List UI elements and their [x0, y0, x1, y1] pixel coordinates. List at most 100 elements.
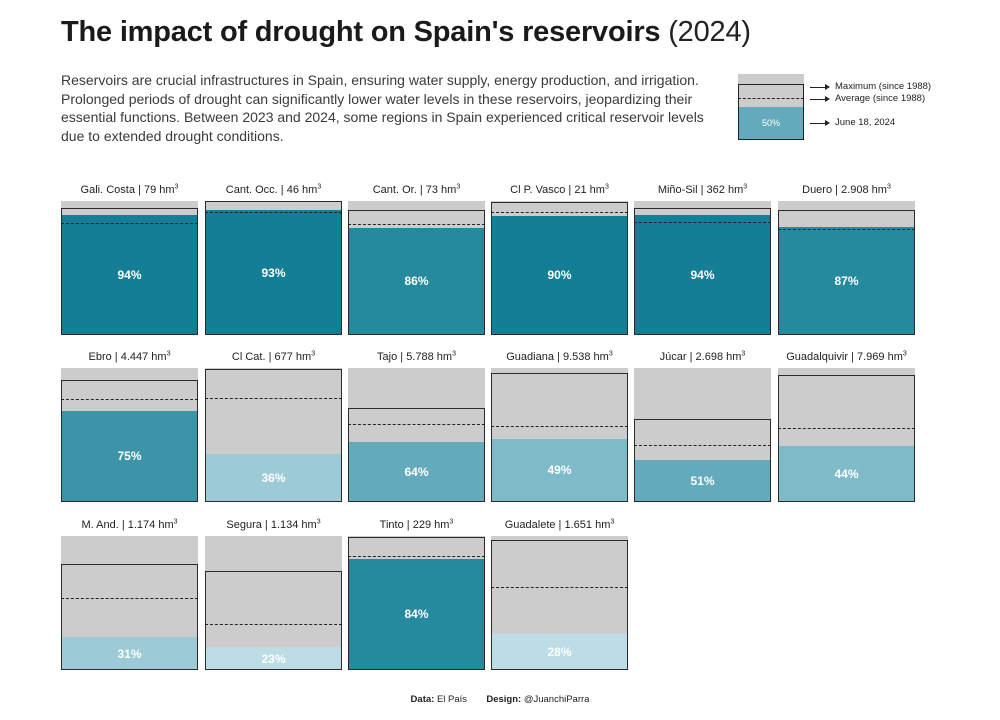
bar-background: 64% [348, 368, 485, 502]
average-line [205, 212, 342, 214]
unit-superscript: 3 [166, 350, 171, 358]
bar-background: 51% [634, 368, 771, 502]
panel-label: M. And. | 1.174 hm3 [81, 518, 178, 531]
legend-sample-average [738, 98, 804, 99]
capacity-outline [205, 570, 342, 670]
basin-capacity: 4.447 [120, 351, 149, 363]
reservoir-panel: Tinto | 229 hm3 84% [348, 518, 485, 670]
basin-name: Cl P. Vasco [510, 184, 566, 196]
percent-label: 86% [404, 274, 429, 289]
basin-capacity: 229 [412, 519, 432, 531]
current-level-bar [491, 438, 628, 502]
unit-superscript: 3 [886, 183, 891, 191]
capacity-outline [348, 408, 485, 502]
unit-superscript: 3 [311, 350, 316, 358]
basin-capacity: 7.969 [856, 351, 885, 363]
unit-superscript: 3 [316, 518, 321, 526]
average-line [348, 556, 485, 558]
reservoir-panel: Cant. Or. | 73 hm3 86% [348, 183, 485, 335]
current-level-bar [348, 441, 485, 502]
percent-label: 23% [261, 651, 286, 666]
basin-name: Ebro [88, 351, 112, 363]
percent-label: 94% [690, 268, 715, 283]
basin-name: Miño-Sil [657, 184, 698, 196]
bar-background: 90% [491, 201, 628, 335]
percent-label: 31% [117, 646, 142, 661]
average-line [491, 587, 628, 589]
panel-label: Cant. Or. | 73 hm3 [372, 183, 461, 196]
bar-background: 94% [634, 201, 771, 335]
reservoir-panel: Segura | 1.134 hm3 23% [205, 518, 342, 670]
basin-name: Cant. Or. [372, 184, 417, 196]
bar-background: 87% [778, 201, 915, 335]
percent-label: 64% [404, 464, 429, 479]
panel-label: Tinto | 229 hm3 [379, 518, 454, 531]
capacity-outline [205, 201, 342, 335]
panel-label: Tajo | 5.788 hm3 [377, 350, 456, 363]
unit-superscript: 3 [743, 183, 748, 191]
panel-label: Ebro | 4.447 hm3 [88, 350, 171, 363]
footer: Data: El País Design: @JuanchiParra [0, 694, 1000, 705]
reservoir-panel: Cl Cat. | 677 hm3 36% [205, 350, 342, 502]
title-main: The impact of drought on Spain's reservo… [61, 16, 661, 48]
bar-background: 23% [205, 536, 342, 670]
average-line [61, 223, 198, 225]
data-source: El País [436, 694, 468, 705]
average-line [778, 229, 915, 231]
reservoir-panel: Guadalete | 1.651 hm3 28% [491, 518, 628, 670]
percent-label: 93% [261, 265, 286, 280]
unit-superscript: 3 [610, 518, 615, 526]
current-level-bar [61, 637, 198, 670]
percent-label: 90% [547, 268, 572, 283]
basin-name: Segura [226, 519, 262, 531]
basin-capacity: 5.788 [406, 351, 434, 363]
average-line [348, 424, 485, 426]
arrow-right-icon [810, 96, 830, 102]
panel-label: Duero | 2.908 hm3 [802, 183, 891, 196]
legend-sample-pct: 50% [761, 118, 780, 128]
basin-name: Guadalquivir [786, 351, 848, 363]
chart-title: The impact of drought on Spain's reservo… [61, 12, 751, 52]
average-line [491, 211, 628, 213]
bar-background: 94% [61, 201, 198, 335]
bar-background: 28% [491, 536, 628, 670]
average-line [205, 624, 342, 626]
bar-background: 49% [491, 368, 628, 502]
current-level-bar [348, 558, 485, 670]
panel-label: Gali. Costa | 79 hm3 [80, 183, 179, 196]
basin-capacity: 1.174 [127, 519, 156, 531]
basin-capacity: 677 [274, 351, 293, 363]
average-line [61, 398, 198, 400]
panel-label: Cl Cat. | 677 hm3 [231, 350, 316, 363]
basin-capacity: 9.538 [562, 351, 591, 363]
capacity-outline [61, 564, 198, 670]
basin-name: Júcar [659, 351, 687, 363]
reservoir-panel: Guadalquivir | 7.969 hm3 44% [778, 350, 915, 502]
basin-name: Cant. Occ. [225, 184, 278, 196]
unit-superscript: 3 [608, 350, 613, 358]
capacity-outline [778, 374, 915, 502]
basin-capacity: 79 [143, 184, 157, 196]
unit-superscript: 3 [741, 350, 746, 358]
current-level-bar [778, 446, 915, 502]
percent-label: 87% [834, 273, 859, 288]
unit-superscript: 3 [902, 350, 907, 358]
basin-name: Duero [802, 184, 833, 196]
legend-sample: 50% [738, 74, 804, 140]
current-level-bar [491, 215, 628, 335]
capacity-outline [491, 202, 628, 335]
capacity-outline [634, 207, 771, 335]
basin-name: Tajo [377, 351, 398, 363]
reservoir-panel: Gali. Costa | 79 hm3 94% [61, 183, 198, 335]
reservoir-panel: Cl P. Vasco | 21 hm3 90% [491, 183, 628, 335]
current-level-bar [491, 633, 628, 670]
percent-label: 75% [117, 449, 142, 464]
panel-label: Cant. Occ. | 46 hm3 [225, 183, 322, 196]
data-source-label: Data: [410, 694, 435, 705]
reservoir-panel: Cant. Occ. | 46 hm3 93% [205, 183, 342, 335]
reservoir-panel: M. And. | 1.174 hm3 31% [61, 518, 198, 670]
legend-average-label: Average (since 1988) [835, 93, 926, 104]
bar-background: 75% [61, 368, 198, 502]
reservoir-panel: Júcar | 2.698 hm3 51% [634, 350, 771, 502]
capacity-outline [491, 540, 628, 670]
